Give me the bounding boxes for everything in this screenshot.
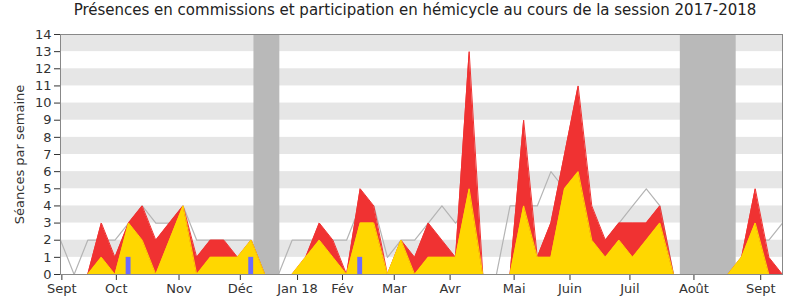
svg-text:14: 14 — [35, 27, 52, 42]
svg-text:Sept: Sept — [47, 281, 77, 296]
svg-text:10: 10 — [35, 95, 52, 110]
svg-text:1: 1 — [43, 250, 51, 265]
svg-text:0: 0 — [43, 267, 51, 282]
svg-text:Sept: Sept — [746, 281, 776, 296]
svg-text:Déc: Déc — [228, 281, 253, 296]
svg-text:12: 12 — [35, 61, 52, 76]
svg-text:Mai: Mai — [503, 281, 526, 296]
svg-text:Mar: Mar — [382, 281, 407, 296]
svg-text:Oct: Oct — [105, 281, 127, 296]
svg-text:11: 11 — [35, 78, 52, 93]
svg-text:7: 7 — [43, 147, 51, 162]
svg-text:4: 4 — [43, 198, 51, 213]
svg-text:Août: Août — [679, 281, 709, 296]
html-text:Présences en commissions et pa: Présences en commissions et participatio… — [73, 1, 757, 19]
svg-text:5: 5 — [43, 181, 51, 196]
svg-text:Séances par semaine: Séances par semaine — [12, 85, 27, 224]
svg-text:Avr: Avr — [440, 281, 462, 296]
svg-text:Nov: Nov — [166, 281, 192, 296]
svg-text:2: 2 — [43, 232, 51, 247]
svg-text:6: 6 — [43, 164, 51, 179]
svg-text:13: 13 — [35, 44, 52, 59]
svg-text:Fév: Fév — [331, 281, 354, 296]
svg-text:Juin: Juin — [557, 281, 582, 296]
svg-text:Juil: Juil — [619, 281, 639, 296]
svg-text:Jan 18: Jan 18 — [276, 281, 318, 296]
svg-text:8: 8 — [43, 130, 51, 145]
svg-text:9: 9 — [43, 112, 51, 127]
svg-text:3: 3 — [43, 215, 51, 230]
